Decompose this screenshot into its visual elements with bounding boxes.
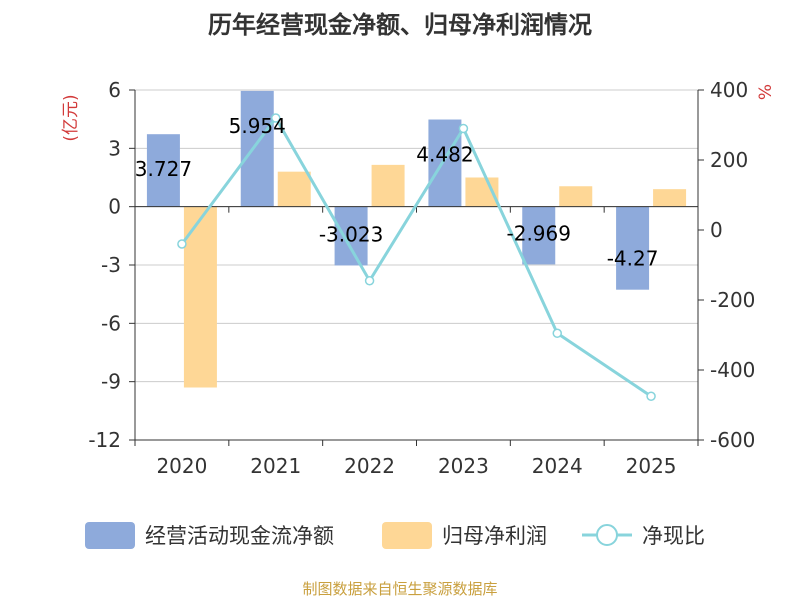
right-tick-label: -200 xyxy=(710,288,755,312)
left-tick-label: -6 xyxy=(101,311,121,335)
legend: 经营活动现金流净额 归母净利润 净现比 xyxy=(85,522,705,549)
right-tick-label: -600 xyxy=(710,428,755,452)
x-tick-label: 2023 xyxy=(438,454,489,478)
right-tick-label: -400 xyxy=(710,358,755,382)
cashflow-data-label: -3.023 xyxy=(319,222,383,246)
legend-label-cashflow: 经营活动现金流净额 xyxy=(145,524,334,548)
source-note: 制图数据来自恒生聚源数据库 xyxy=(302,580,497,598)
ratio-line-path xyxy=(180,115,652,398)
ratio-point xyxy=(458,123,469,134)
legend-swatch-profit xyxy=(382,522,432,549)
profit-bar xyxy=(559,186,593,207)
left-tick-label: 3 xyxy=(108,136,121,160)
cashflow-bar xyxy=(334,206,368,266)
cashflow-data-label: 4.482 xyxy=(416,143,473,167)
left-tick-label: 0 xyxy=(108,195,121,219)
ratio-line xyxy=(177,113,656,401)
right-tick-label: 0 xyxy=(710,218,723,242)
cashflow-bar xyxy=(616,206,650,290)
profit-bar xyxy=(183,206,217,388)
legend-swatch-cashflow xyxy=(85,522,135,549)
cashflow-bar xyxy=(428,119,462,207)
cashflow-bar xyxy=(522,206,556,265)
ratio-point xyxy=(177,239,187,249)
cashflow-bar xyxy=(146,134,180,207)
right-axis-unit: % xyxy=(756,84,776,100)
ratio-point xyxy=(271,113,281,123)
bars xyxy=(146,90,687,388)
left-axis-unit: (亿元) xyxy=(61,94,81,141)
cashflow-bar xyxy=(240,90,274,207)
legend-swatch-ratio-marker xyxy=(596,524,618,546)
data-labels: 3.727 5.954 -3.023 4.482 -2.969 -4.27 xyxy=(135,114,659,271)
profit-bar xyxy=(653,189,687,207)
left-tick-label: -9 xyxy=(101,370,121,394)
profit-bar xyxy=(371,164,405,207)
cashflow-data-label: -4.27 xyxy=(607,247,659,271)
x-tick-label: 2021 xyxy=(250,454,301,478)
cashflow-data-label: -2.969 xyxy=(507,221,571,245)
cashflow-data-label: 3.727 xyxy=(135,157,192,181)
cashflow-data-label: 5.954 xyxy=(229,114,286,138)
chart-title: 历年经营现金净额、归母净利润情况 xyxy=(208,11,592,39)
right-tick-label: 400 xyxy=(710,78,748,102)
ratio-point xyxy=(552,328,562,338)
left-tick-label: 6 xyxy=(108,78,121,102)
legend-label-profit: 归母净利润 xyxy=(442,524,547,548)
legend-label-ratio: 净现比 xyxy=(642,524,705,548)
profit-bar xyxy=(277,171,311,207)
ratio-point xyxy=(646,391,656,401)
left-tick-label: -3 xyxy=(101,253,121,277)
x-tick-label: 2022 xyxy=(344,454,395,478)
left-tick-label: -12 xyxy=(88,428,121,452)
x-tick-label: 2025 xyxy=(626,454,677,478)
x-tick-label: 2020 xyxy=(156,454,207,478)
x-tick-label: 2024 xyxy=(532,454,583,478)
ratio-point xyxy=(364,276,375,286)
right-tick-label: 200 xyxy=(710,148,748,172)
tick-labels: 6 3 0 -3 -6 -9 -12 400 200 0 -200 -400 -600 2020 2021 2… xyxy=(88,78,755,478)
